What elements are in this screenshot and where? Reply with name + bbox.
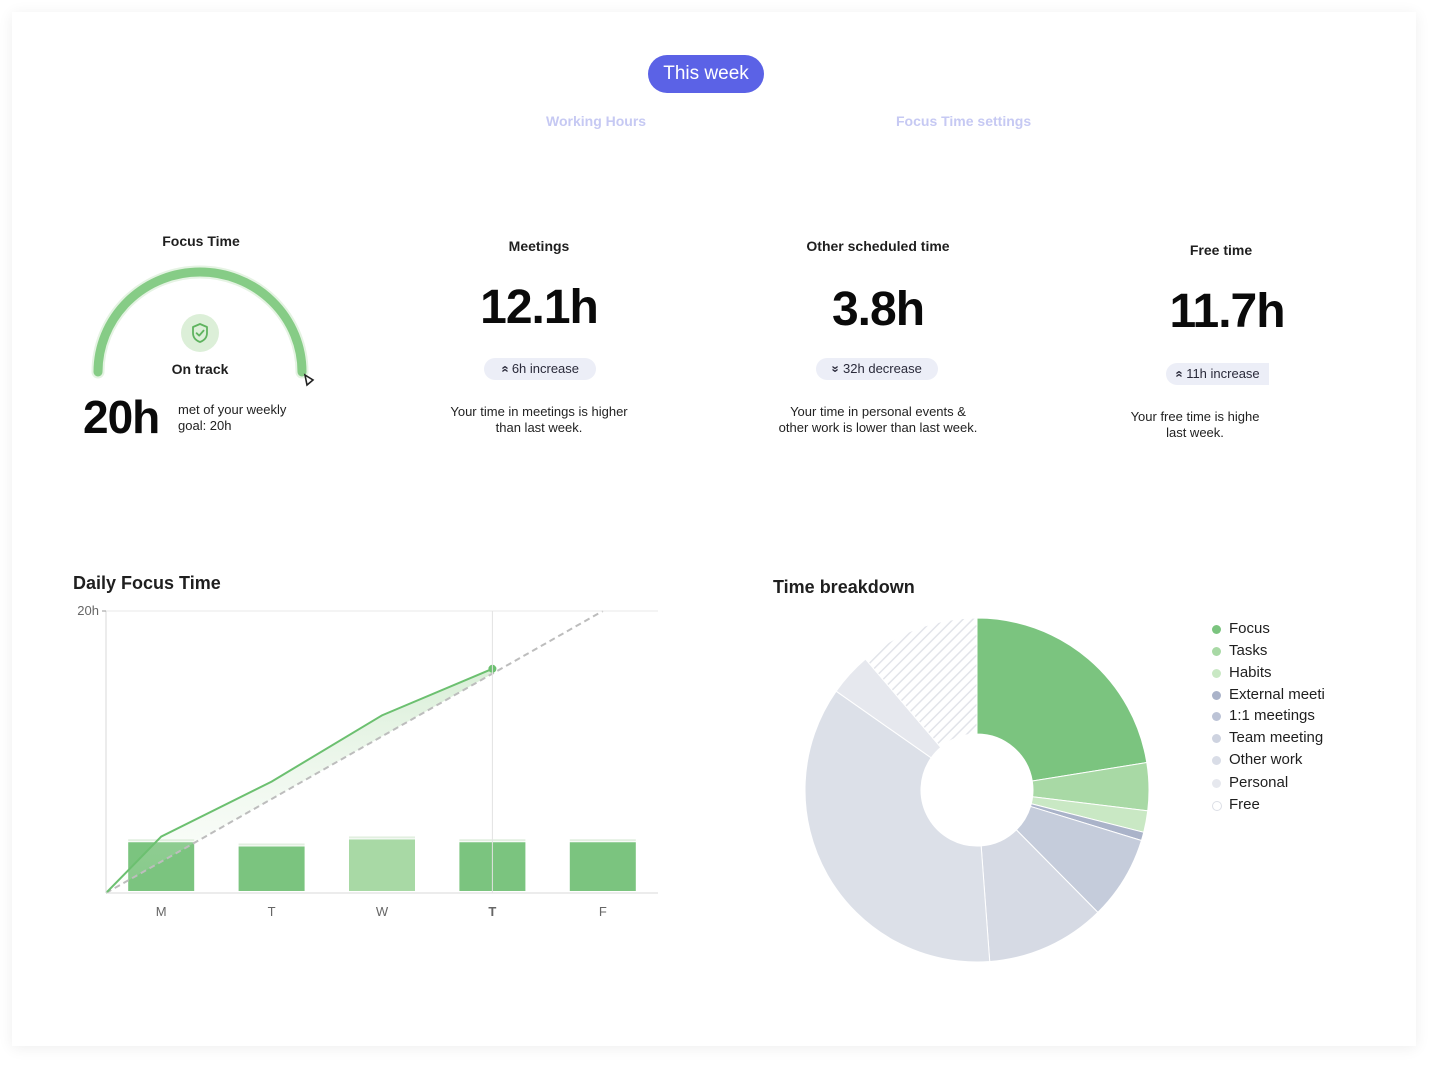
free-time-description: Your free time is highe last week. bbox=[1121, 409, 1269, 441]
time-breakdown-chart bbox=[804, 617, 1150, 963]
bar-cap bbox=[349, 836, 415, 839]
free-time-value: 11.7h bbox=[1169, 285, 1285, 338]
meetings-description: Your time in meetings is higher than las… bbox=[419, 404, 659, 436]
daily-focus-chart: 20h M T W T F bbox=[77, 603, 658, 919]
cumulative-focus-line bbox=[105, 667, 493, 894]
legend-label: External meeti bbox=[1229, 686, 1325, 703]
other-scheduled-description: Your time in personal events & other wor… bbox=[748, 404, 1008, 436]
legend-label: Other work bbox=[1229, 751, 1303, 768]
legend-label: Tasks bbox=[1229, 642, 1268, 659]
meetings-desc-line-1: Your time in meetings is higher bbox=[450, 404, 628, 419]
legend-dot-icon bbox=[1212, 801, 1222, 811]
x-tick-label: T bbox=[488, 904, 496, 919]
shield-check-icon bbox=[181, 314, 219, 352]
focus-time-value: 20h bbox=[83, 391, 160, 443]
slice-focus[interactable] bbox=[976, 617, 1148, 782]
time-breakdown-title: Time breakdown bbox=[773, 577, 915, 597]
chevron-double-up-icon: » bbox=[1170, 370, 1186, 378]
bar-4[interactable] bbox=[569, 842, 636, 891]
other-scheduled-change-badge: » 32h decrease bbox=[816, 358, 938, 380]
daily-focus-title: Daily Focus Time bbox=[73, 573, 221, 593]
focus-gauge bbox=[91, 265, 315, 387]
other-scheduled-desc-line-2: other work is lower than last week. bbox=[778, 420, 978, 435]
legend-dot-icon bbox=[1212, 779, 1221, 788]
legend-dot-icon bbox=[1212, 756, 1221, 765]
slice-team-meeting[interactable] bbox=[980, 829, 1099, 963]
legend-dot-icon bbox=[1212, 669, 1221, 678]
other-scheduled-title: Other scheduled time bbox=[806, 238, 950, 254]
y-tick-label: 20h bbox=[77, 603, 99, 618]
focus-goal-line-2: goal: 20h bbox=[178, 418, 232, 433]
slice-free[interactable] bbox=[864, 617, 978, 749]
legend-item-external-meetings[interactable]: External meeti bbox=[1212, 685, 1339, 705]
other-scheduled-value: 3.8h bbox=[831, 283, 925, 336]
gauge-progress bbox=[93, 267, 307, 377]
legend-dot-icon bbox=[1212, 647, 1221, 656]
focus-time-settings-link[interactable]: Focus Time settings bbox=[896, 113, 1032, 129]
other-scheduled-desc-line-1: Your time in personal events & bbox=[790, 404, 966, 419]
legend-label: Team meeting bbox=[1229, 729, 1324, 746]
goal-pace-line bbox=[105, 610, 604, 894]
bar-cap bbox=[238, 843, 305, 846]
free-time-desc-line-1: Your free time is highe bbox=[1130, 409, 1260, 424]
bar-2[interactable] bbox=[349, 839, 415, 891]
free-time-title: Free time bbox=[1189, 242, 1253, 258]
legend-label: Focus bbox=[1229, 620, 1270, 637]
working-hours-link[interactable]: Working Hours bbox=[546, 113, 647, 129]
meetings-change-badge: » 6h increase bbox=[484, 358, 596, 380]
legend-dot-icon bbox=[1212, 734, 1221, 743]
ahead-of-goal-area bbox=[106, 668, 493, 893]
free-time-change-badge: » 11h increase bbox=[1166, 363, 1269, 385]
slice-other-work[interactable] bbox=[804, 690, 991, 963]
focus-time-title: Focus Time bbox=[162, 233, 240, 249]
legend-label: Personal bbox=[1229, 774, 1289, 791]
legend-label: 1:1 meetings bbox=[1229, 707, 1315, 724]
x-tick-label: W bbox=[376, 904, 389, 919]
x-tick-label: F bbox=[599, 904, 607, 919]
legend-label: Habits bbox=[1229, 664, 1272, 681]
legend-dot-icon bbox=[1212, 625, 1221, 634]
free-time-desc-line-2: last week. bbox=[1166, 425, 1224, 440]
meetings-value: 12.1h bbox=[480, 281, 599, 334]
status-label: On track bbox=[171, 361, 229, 377]
other-scheduled-change-label: 32h decrease bbox=[843, 361, 922, 376]
chevron-double-down-icon: » bbox=[828, 365, 844, 373]
meetings-change-label: 6h increase bbox=[511, 361, 580, 376]
meetings-title: Meetings bbox=[508, 238, 570, 254]
focus-goal-text: met of your weekly goal: 20h bbox=[178, 402, 286, 434]
gauge-marker-icon bbox=[303, 373, 315, 387]
this-week-button[interactable]: This week bbox=[648, 55, 764, 93]
legend-dot-icon bbox=[1212, 712, 1221, 721]
chevron-double-up-icon: » bbox=[496, 365, 512, 373]
focus-goal-line-1: met of your weekly bbox=[178, 402, 287, 417]
meetings-desc-line-2: than last week. bbox=[495, 420, 583, 435]
bar-cap bbox=[569, 839, 636, 842]
free-time-change-label: 11h increase bbox=[1186, 366, 1260, 381]
x-tick-label: T bbox=[268, 904, 276, 919]
legend-dot-icon bbox=[1212, 691, 1221, 700]
x-tick-label: M bbox=[156, 904, 167, 919]
bar-1[interactable] bbox=[238, 846, 305, 891]
legend-label: Free bbox=[1229, 796, 1260, 813]
